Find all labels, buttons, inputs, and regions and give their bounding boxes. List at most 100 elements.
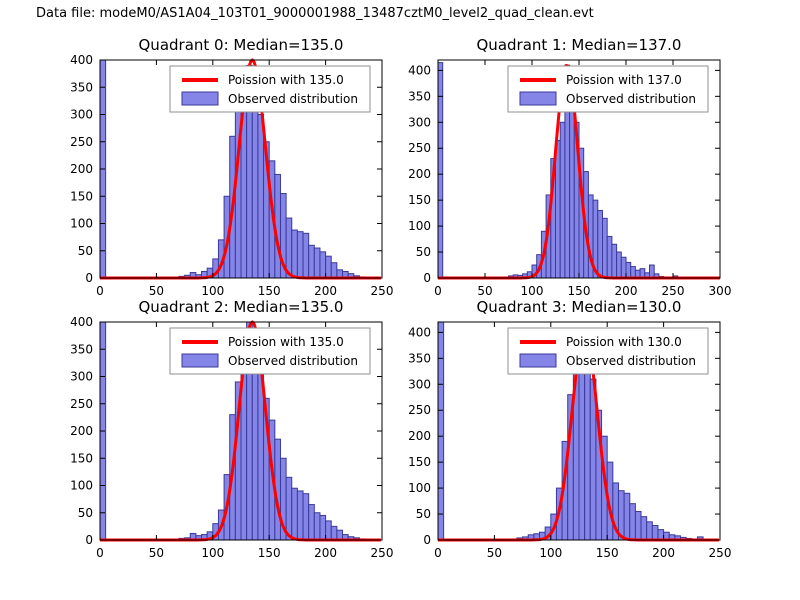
y-tick-label: 0 <box>85 533 93 547</box>
x-tick-label: 100 <box>539 546 562 560</box>
subplot-quadrant-2: 0 50 100 150 200 250 0 50 100 150 200 250 300 350 400 P… <box>70 315 393 560</box>
hist-bar <box>629 503 636 541</box>
hist-bar <box>330 262 338 279</box>
subplot-quadrant-1: 0 50 100 150 200 250 300 0 50 100 150 200 250 300 350 4… <box>408 59 731 298</box>
hist-bar <box>302 232 310 279</box>
x-tick-label: 200 <box>615 284 638 298</box>
x-axis: 0 50 100 150 200 250 <box>96 60 393 298</box>
x-tick-label: 150 <box>596 546 619 560</box>
hist-bar <box>302 493 310 541</box>
y-tick-label: 100 <box>70 217 93 231</box>
y-tick-label: 200 <box>408 167 431 181</box>
y-tick-label: 250 <box>70 397 93 411</box>
hist-bar <box>257 114 265 279</box>
x-tick-label: 250 <box>662 284 685 298</box>
legend-patch-sample <box>181 353 219 368</box>
hist-bar <box>437 321 445 541</box>
y-tick-label: 0 <box>423 271 431 285</box>
y-tick-label: 50 <box>78 506 93 520</box>
y-axis: 0 50 100 150 200 250 300 350 400 <box>408 325 720 547</box>
x-tick-label: 300 <box>709 284 732 298</box>
hist-bar <box>606 235 613 279</box>
hist-bar <box>559 121 566 279</box>
legend-patch-sample <box>181 91 219 106</box>
hist-bar <box>257 370 265 541</box>
legend-label-observed: Observed distribution <box>228 354 358 368</box>
legend-patch-sample <box>519 91 557 106</box>
y-tick-label: 250 <box>70 135 93 149</box>
hist-bar <box>437 62 444 279</box>
y-tick-label: 150 <box>408 193 431 207</box>
y-tick-label: 100 <box>408 219 431 233</box>
y-tick-label: 250 <box>408 403 431 417</box>
legend-label-poisson: Poission with 135.0 <box>228 335 344 349</box>
hist-bar <box>291 229 298 279</box>
x-tick-label: 100 <box>521 284 544 298</box>
hist-bar <box>330 525 338 541</box>
hist-bar <box>313 512 321 541</box>
y-tick-label: 300 <box>408 115 431 129</box>
y-tick-label: 200 <box>408 429 431 443</box>
hist-bar <box>319 514 327 541</box>
x-axis: 0 50 100 150 200 250 300 <box>434 60 731 298</box>
hist-bar <box>296 490 304 541</box>
subplot-title-quadrant-0: Quadrant 0: Median=135.0 <box>138 36 344 54</box>
legend: Poission with 135.0 Observed distribution <box>169 65 371 113</box>
y-tick-label: 300 <box>70 370 93 384</box>
hist-bar <box>649 264 655 279</box>
hist-bar <box>625 261 632 279</box>
legend: Poission with 137.0 Observed distribution <box>507 65 709 113</box>
x-axis: 0 50 100 150 200 250 <box>96 322 393 560</box>
x-tick-label: 0 <box>96 546 104 560</box>
subplot-title-quadrant-1: Quadrant 1: Median=137.0 <box>476 36 682 54</box>
hist-bar <box>308 504 315 541</box>
x-tick-label: 150 <box>258 284 281 298</box>
y-tick-label: 250 <box>408 141 431 155</box>
y-tick-label: 100 <box>408 481 431 495</box>
x-tick-label: 200 <box>314 546 337 560</box>
hist-bar <box>651 524 659 541</box>
y-tick-label: 350 <box>408 351 431 365</box>
y-tick-label: 300 <box>408 377 431 391</box>
legend: Poission with 135.0 Observed distribution <box>169 327 371 375</box>
legend-label-poisson: Poission with 130.0 <box>566 335 682 349</box>
hist-bar <box>646 521 653 541</box>
y-axis: 0 50 100 150 200 250 300 350 400 <box>408 63 720 285</box>
legend-label-poisson: Poission with 137.0 <box>566 73 682 87</box>
x-axis: 0 50 100 150 200 250 <box>434 322 731 560</box>
x-tick-label: 250 <box>371 284 394 298</box>
hist-bar <box>616 251 622 279</box>
x-tick-label: 0 <box>96 284 104 298</box>
y-tick-label: 200 <box>70 162 93 176</box>
legend-label-observed: Observed distribution <box>566 92 696 106</box>
y-tick-label: 100 <box>70 479 93 493</box>
x-tick-label: 100 <box>201 546 224 560</box>
y-tick-label: 400 <box>70 315 93 329</box>
x-tick-label: 100 <box>201 284 224 298</box>
y-axis: 0 50 100 150 200 250 300 350 400 <box>70 53 382 285</box>
x-tick-label: 50 <box>149 546 164 560</box>
subplot-quadrant-3: 0 50 100 150 200 250 0 50 100 150 200 250 300 350 400 P… <box>408 321 731 560</box>
hist-bar <box>251 84 259 279</box>
y-tick-label: 300 <box>70 108 93 122</box>
x-tick-label: 250 <box>371 546 394 560</box>
hist-bar <box>634 510 642 541</box>
subplot-title-quadrant-2: Quadrant 2: Median=135.0 <box>138 298 344 316</box>
y-tick-label: 150 <box>70 451 93 465</box>
hist-bar <box>623 492 631 541</box>
y-tick-label: 50 <box>78 244 93 258</box>
x-tick-label: 200 <box>652 546 675 560</box>
y-tick-label: 0 <box>85 271 93 285</box>
figure-title: Data file: modeM0/AS1A04_103T01_90000019… <box>36 6 594 21</box>
x-tick-label: 50 <box>477 284 492 298</box>
y-tick-label: 350 <box>70 342 93 356</box>
hist-bar <box>285 476 293 541</box>
x-tick-label: 200 <box>314 284 337 298</box>
x-tick-label: 250 <box>709 546 732 560</box>
hist-bar <box>319 251 327 279</box>
x-tick-label: 50 <box>487 546 502 560</box>
y-tick-label: 400 <box>408 325 431 339</box>
hist-bar <box>597 210 603 279</box>
